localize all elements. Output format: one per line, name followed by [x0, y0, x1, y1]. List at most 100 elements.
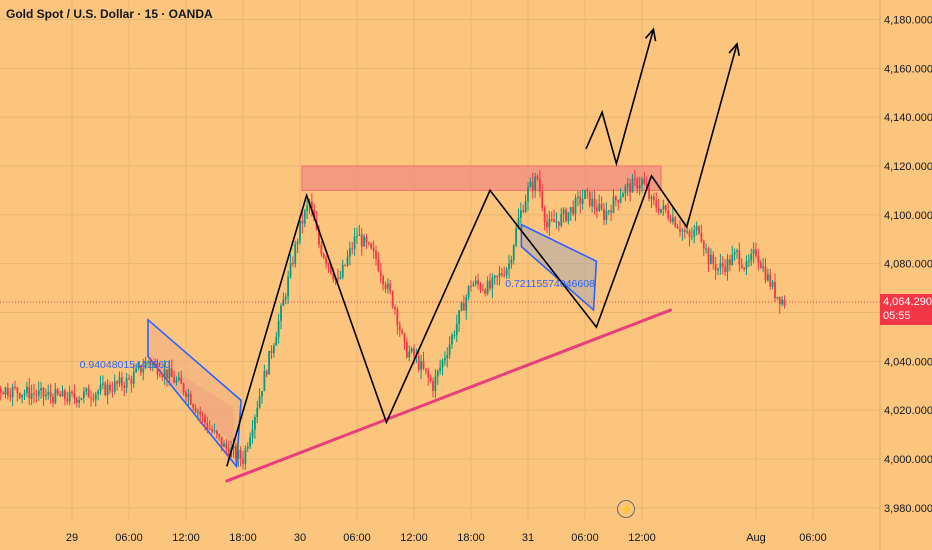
candle-body: [149, 361, 152, 366]
lightning-icon[interactable]: ⚡: [617, 500, 635, 518]
candle-body: [40, 387, 43, 391]
candle-body: [277, 320, 280, 337]
y-tick-label: 4,120.000: [884, 161, 932, 173]
candle-body: [144, 362, 147, 369]
candle-body: [166, 369, 168, 379]
candle-body: [218, 434, 221, 437]
candle-body: [156, 363, 159, 375]
candle-body: [543, 207, 546, 222]
candle-body: [588, 191, 591, 206]
candle-body: [396, 309, 399, 326]
x-tick-label: 18:00: [229, 532, 257, 544]
candle-body: [757, 256, 760, 263]
candle-body: [508, 263, 510, 269]
candle-body: [622, 193, 624, 198]
candle-body: [484, 289, 487, 294]
candle-body: [21, 394, 24, 398]
candle-body: [493, 275, 496, 278]
y-tick-label: 3,980.000: [884, 503, 932, 515]
candle-body: [301, 220, 304, 224]
candle-body: [130, 379, 133, 384]
candle-body: [246, 446, 249, 449]
candle-body: [306, 205, 309, 212]
candle-body: [0, 388, 2, 393]
candle-body: [337, 278, 339, 280]
zigzag-projection: [226, 43, 738, 467]
channel-1: [147, 318, 242, 469]
candle-body: [517, 217, 520, 229]
candle-body: [280, 305, 282, 321]
candle-body: [707, 248, 710, 265]
price-axis[interactable]: 3,980.000 4,000.000 4,020.000 4,040.000 4,06…: [884, 15, 932, 515]
candle-body: [192, 404, 195, 408]
candle-body: [363, 236, 366, 247]
candle-body: [158, 374, 161, 377]
candle-body: [42, 387, 45, 397]
resistance-zone: [301, 165, 662, 191]
candle-body: [173, 376, 176, 383]
candle-body: [436, 370, 439, 377]
candle-body: [771, 281, 774, 287]
candle-body: [348, 248, 351, 257]
candle-body: [287, 276, 290, 297]
y-tick-label: 4,180.000: [884, 15, 932, 27]
x-tick-label: 06:00: [343, 532, 371, 544]
candle-body: [498, 273, 501, 277]
candle-body: [49, 392, 52, 397]
candle-body: [693, 230, 696, 237]
y-tick-label: 4,020.000: [884, 405, 932, 417]
x-tick-label: 18:00: [457, 532, 485, 544]
candle-body: [486, 280, 489, 294]
candle-body: [586, 190, 589, 192]
candle-body: [377, 259, 380, 271]
candle-body: [137, 365, 140, 369]
candle-body: [299, 220, 301, 242]
candle-body: [572, 207, 575, 215]
candle-body: [681, 229, 684, 232]
candle-body: [553, 219, 556, 223]
candle-body: [30, 393, 33, 399]
candle-body: [624, 186, 627, 194]
candle-body: [113, 381, 116, 392]
time-axis[interactable]: 18:002906:0012:0018:003006:0012:0018:003…: [0, 532, 827, 544]
channel-drawings: [147, 223, 598, 469]
candle-body: [633, 178, 636, 180]
candle-body: [774, 281, 776, 299]
candle-body: [500, 273, 503, 276]
candle-body: [180, 377, 183, 384]
candle-body: [370, 243, 373, 249]
candle-body: [617, 200, 620, 203]
candle-body: [750, 253, 753, 261]
candle-body: [270, 350, 273, 354]
candle-body: [265, 371, 268, 375]
candle-body: [56, 389, 59, 395]
candle-body: [641, 178, 643, 186]
candle-body: [702, 241, 705, 249]
candle-body: [443, 358, 446, 361]
candle-body: [712, 254, 715, 264]
candle-body: [600, 203, 603, 209]
candle-body: [441, 360, 444, 368]
candle-body: [562, 209, 565, 214]
candle-body: [215, 430, 218, 435]
projection-drawings: [225, 27, 740, 483]
candle-body: [695, 226, 698, 231]
candle-body: [783, 299, 786, 306]
candle-body: [645, 183, 648, 188]
fib-label-right: 0.72115574046608: [505, 278, 595, 290]
candle-body: [52, 396, 54, 403]
candle-body: [382, 276, 385, 285]
candle-body: [529, 181, 532, 187]
candle-body: [479, 284, 482, 290]
candle-body: [310, 201, 313, 210]
candle-body: [237, 449, 240, 459]
candle-body: [389, 283, 392, 292]
candle-body: [294, 244, 297, 264]
candle-body: [206, 422, 209, 429]
candle-body: [234, 446, 237, 459]
candle-body: [724, 266, 727, 272]
candle-body: [353, 236, 356, 249]
candle-body: [470, 286, 472, 288]
candle-body: [408, 351, 411, 358]
